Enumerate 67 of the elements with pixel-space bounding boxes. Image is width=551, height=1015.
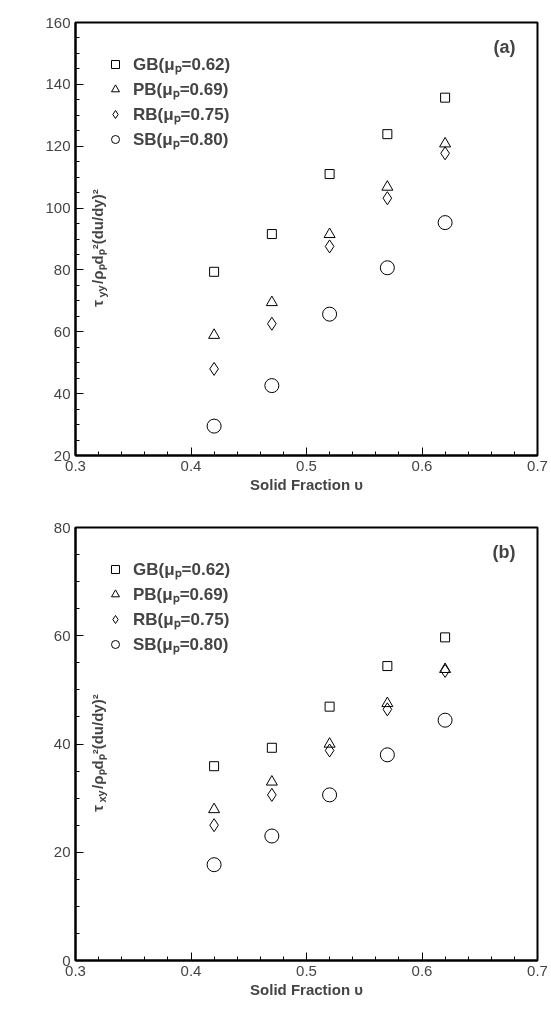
x-tick-label: 0.4	[180, 456, 202, 474]
x-tick-label: 0.6	[411, 456, 433, 474]
point	[209, 266, 220, 277]
annotation: (a)	[493, 36, 516, 57]
point	[437, 712, 453, 728]
point	[206, 857, 222, 873]
point	[323, 227, 336, 239]
y-tick-label: 40	[53, 384, 71, 402]
legend-label: SB(μₚ=0.80)	[133, 634, 229, 655]
annotation: (b)	[492, 541, 516, 562]
point	[382, 702, 393, 717]
legend-label: PB(μₚ=0.69)	[133, 584, 229, 605]
y-axis-title: τyy/ρₚdₚ²(du/dy)²	[89, 189, 108, 307]
point	[264, 828, 280, 844]
y-tick-label: 20	[53, 843, 71, 861]
y-tick-label: 160	[45, 13, 71, 31]
y-tick-label: 60	[53, 322, 71, 340]
point	[379, 260, 395, 276]
point	[381, 696, 394, 708]
point	[439, 662, 452, 673]
point	[382, 191, 393, 206]
y-tick-label: 80	[53, 260, 71, 278]
point	[382, 129, 393, 140]
legend-label: RB(μₚ=0.75)	[133, 609, 230, 630]
point	[382, 661, 393, 672]
y-tick-label: 100	[45, 199, 71, 217]
x-tick-label: 0.5	[296, 456, 317, 474]
point	[324, 239, 335, 254]
point	[379, 747, 395, 763]
point	[206, 418, 222, 434]
x-tick-label: 0.4	[180, 961, 202, 979]
legend-label: SB(μₚ=0.80)	[133, 129, 229, 150]
point	[324, 169, 335, 180]
y-tick-label: 40	[53, 735, 71, 752]
x-axis-title: Solid Fraction υ	[250, 475, 364, 493]
y-tick-label: 80	[53, 518, 71, 536]
point	[322, 787, 338, 803]
point	[265, 295, 278, 307]
point	[324, 701, 335, 712]
legend-label: GB(μₚ=0.62)	[133, 559, 231, 580]
legend-label: GB(μₚ=0.62)	[133, 54, 231, 75]
point	[437, 215, 453, 231]
x-tick-label: 0.5	[296, 961, 317, 979]
point	[266, 742, 277, 753]
point	[208, 328, 221, 339]
point	[209, 761, 220, 772]
point	[440, 92, 451, 103]
y-tick-label: 140	[45, 75, 71, 93]
legend-label: PB(μₚ=0.69)	[133, 79, 229, 100]
point	[265, 775, 278, 786]
x-axis-title: Solid Fraction υ	[250, 980, 364, 998]
point	[439, 136, 452, 148]
y-axis-title: τxy/ρₚdₚ²(du/dy)²	[89, 694, 108, 812]
point	[264, 378, 280, 394]
y-tick-label: 60	[53, 626, 71, 644]
point	[440, 632, 451, 643]
x-tick-label: 0.7	[527, 456, 548, 474]
point	[323, 737, 336, 748]
point	[208, 802, 221, 814]
x-tick-label: 0.6	[411, 961, 433, 979]
point	[381, 180, 394, 191]
y-tick-label: 120	[45, 137, 71, 155]
point	[324, 743, 335, 758]
point	[266, 229, 277, 240]
x-tick-label: 0.7	[527, 961, 548, 979]
point	[322, 306, 338, 322]
legend-label: RB(μₚ=0.75)	[133, 104, 230, 125]
